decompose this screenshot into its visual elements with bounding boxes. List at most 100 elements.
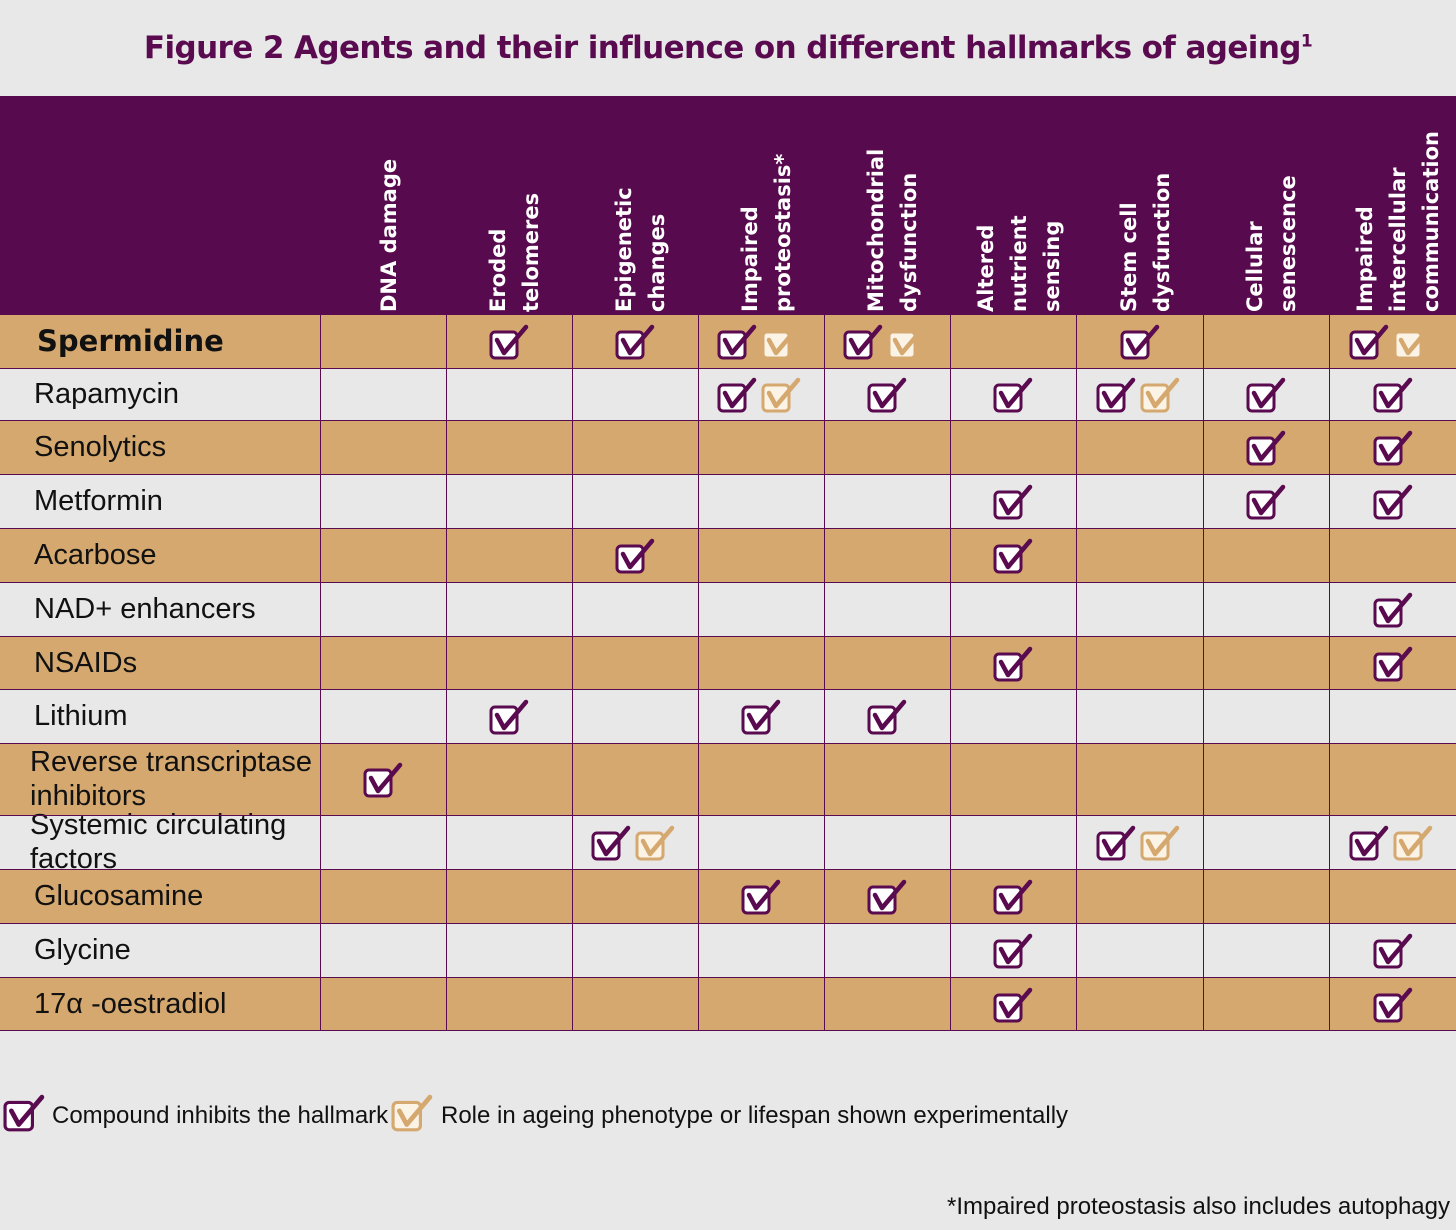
inhibits-check-icon xyxy=(1373,933,1412,969)
table-header xyxy=(0,96,1456,314)
inhibits-check-icon xyxy=(1373,484,1412,520)
grid-line xyxy=(0,582,1456,583)
grid-line xyxy=(446,314,447,1030)
inhibits-check-icon xyxy=(1373,646,1412,681)
inhibits-check-icon xyxy=(591,825,631,861)
grid-line xyxy=(0,420,1456,421)
agent-label: Spermidine xyxy=(37,324,224,358)
table-row: Senolytics xyxy=(0,420,1456,474)
inhibits-check-icon xyxy=(867,879,907,915)
grid-line xyxy=(0,869,1456,870)
inhibits-check-icon xyxy=(1373,592,1412,628)
grid-line xyxy=(0,743,1456,744)
table-row: NAD+ enhancers xyxy=(0,582,1456,636)
grid-line xyxy=(0,977,1456,978)
grid-line xyxy=(824,314,825,1030)
inhibits-check-icon xyxy=(993,377,1033,413)
agent-label: Glycine xyxy=(34,934,131,966)
agent-label: Metformin xyxy=(34,485,163,517)
experimental-check-icon xyxy=(1140,825,1179,861)
agent-label: Senolytics xyxy=(34,431,167,463)
inhibits-check-icon xyxy=(867,699,907,735)
inhibits-check-icon xyxy=(1373,430,1412,466)
inhibits-check-icon xyxy=(1246,430,1286,466)
agent-label: Glucosamine xyxy=(34,880,204,912)
inhibits-check-icon xyxy=(993,933,1033,969)
table-row: Glucosamine xyxy=(0,869,1456,923)
agent-label: Lithium xyxy=(34,700,128,732)
inhibits-check-icon xyxy=(489,324,529,360)
experimental-check-icon xyxy=(1393,324,1432,360)
legend-inhibits-check-icon xyxy=(3,1094,45,1132)
grid-line xyxy=(950,314,951,1030)
inhibits-check-icon xyxy=(741,879,781,915)
legend: Compound inhibits the hallmark Role in a… xyxy=(0,1092,1200,1142)
inhibits-check-icon xyxy=(993,879,1033,915)
inhibits-check-icon xyxy=(1246,484,1286,520)
grid-line xyxy=(0,689,1456,690)
inhibits-check-icon xyxy=(867,377,907,413)
experimental-check-icon xyxy=(1140,377,1179,413)
inhibits-check-icon xyxy=(1349,825,1388,861)
table-row: Reverse transcriptase inhibitors xyxy=(0,743,1456,815)
grid-line xyxy=(320,314,321,1030)
experimental-check-icon xyxy=(761,377,801,413)
table-row: 17α -oestradiol xyxy=(0,977,1456,1030)
table-row: Acarbose xyxy=(0,528,1456,582)
experimental-check-icon xyxy=(1393,825,1432,861)
inhibits-check-icon xyxy=(717,324,757,360)
legend-experimental-check-icon xyxy=(391,1094,433,1132)
agent-label: Acarbose xyxy=(34,539,157,571)
grid-line xyxy=(0,368,1456,369)
experimental-check-icon xyxy=(887,324,927,360)
inhibits-check-icon xyxy=(741,699,781,735)
table-row: NSAIDs xyxy=(0,636,1456,689)
inhibits-check-icon xyxy=(363,762,403,798)
chart-title: Figure 2 Agents and their influence on d… xyxy=(143,30,1313,66)
inhibits-check-icon xyxy=(993,987,1033,1022)
table-row: Systemic circulating factors xyxy=(0,809,1456,875)
inhibits-check-icon xyxy=(1120,324,1159,360)
experimental-check-icon xyxy=(635,825,675,861)
table-row: Metformin xyxy=(0,474,1456,528)
agent-label: Rapamycin xyxy=(34,378,180,410)
grid-line xyxy=(0,636,1456,637)
inhibits-check-icon xyxy=(1246,377,1286,413)
legend-experimental-label: Role in ageing phenotype or lifespan sho… xyxy=(441,1102,1069,1129)
inhibits-check-icon xyxy=(843,324,883,360)
footnote: *Impaired proteostasis also includes aut… xyxy=(947,1193,1450,1220)
agent-label: Systemic circulating factors xyxy=(30,809,287,875)
grid-line xyxy=(698,314,699,1030)
inhibits-check-icon xyxy=(1373,987,1412,1022)
agent-label: NAD+ enhancers xyxy=(34,593,256,625)
inhibits-check-icon xyxy=(993,646,1033,681)
agent-label: NSAIDs xyxy=(34,646,138,679)
grid-line xyxy=(0,1030,1456,1031)
inhibits-check-icon xyxy=(1096,377,1135,413)
grid-line xyxy=(0,815,1456,816)
grid-line xyxy=(1329,314,1330,1030)
grid-line xyxy=(0,528,1456,529)
legend-inhibits-label: Compound inhibits the hallmark xyxy=(52,1102,389,1129)
table-row: Lithium xyxy=(0,689,1456,743)
inhibits-check-icon xyxy=(1096,825,1135,861)
experimental-check-icon xyxy=(761,324,801,360)
grid-line xyxy=(0,923,1456,924)
inhibits-check-icon xyxy=(615,324,655,360)
inhibits-check-icon xyxy=(489,699,529,735)
grid-line xyxy=(1076,314,1077,1030)
inhibits-check-icon xyxy=(1373,377,1412,413)
inhibits-check-icon xyxy=(615,538,655,574)
table-row: Glycine xyxy=(0,923,1456,977)
grid-line xyxy=(0,314,1456,315)
inhibits-check-icon xyxy=(993,484,1033,520)
inhibits-check-icon xyxy=(1349,324,1388,360)
grid-line xyxy=(1203,314,1204,1030)
agent-label: Reverse transcriptase inhibitors xyxy=(30,746,313,812)
agent-label: 17α -oestradiol xyxy=(34,987,227,1020)
inhibits-check-icon xyxy=(717,377,757,413)
grid-line xyxy=(572,314,573,1030)
inhibits-check-icon xyxy=(993,538,1033,574)
grid-line xyxy=(0,474,1456,475)
